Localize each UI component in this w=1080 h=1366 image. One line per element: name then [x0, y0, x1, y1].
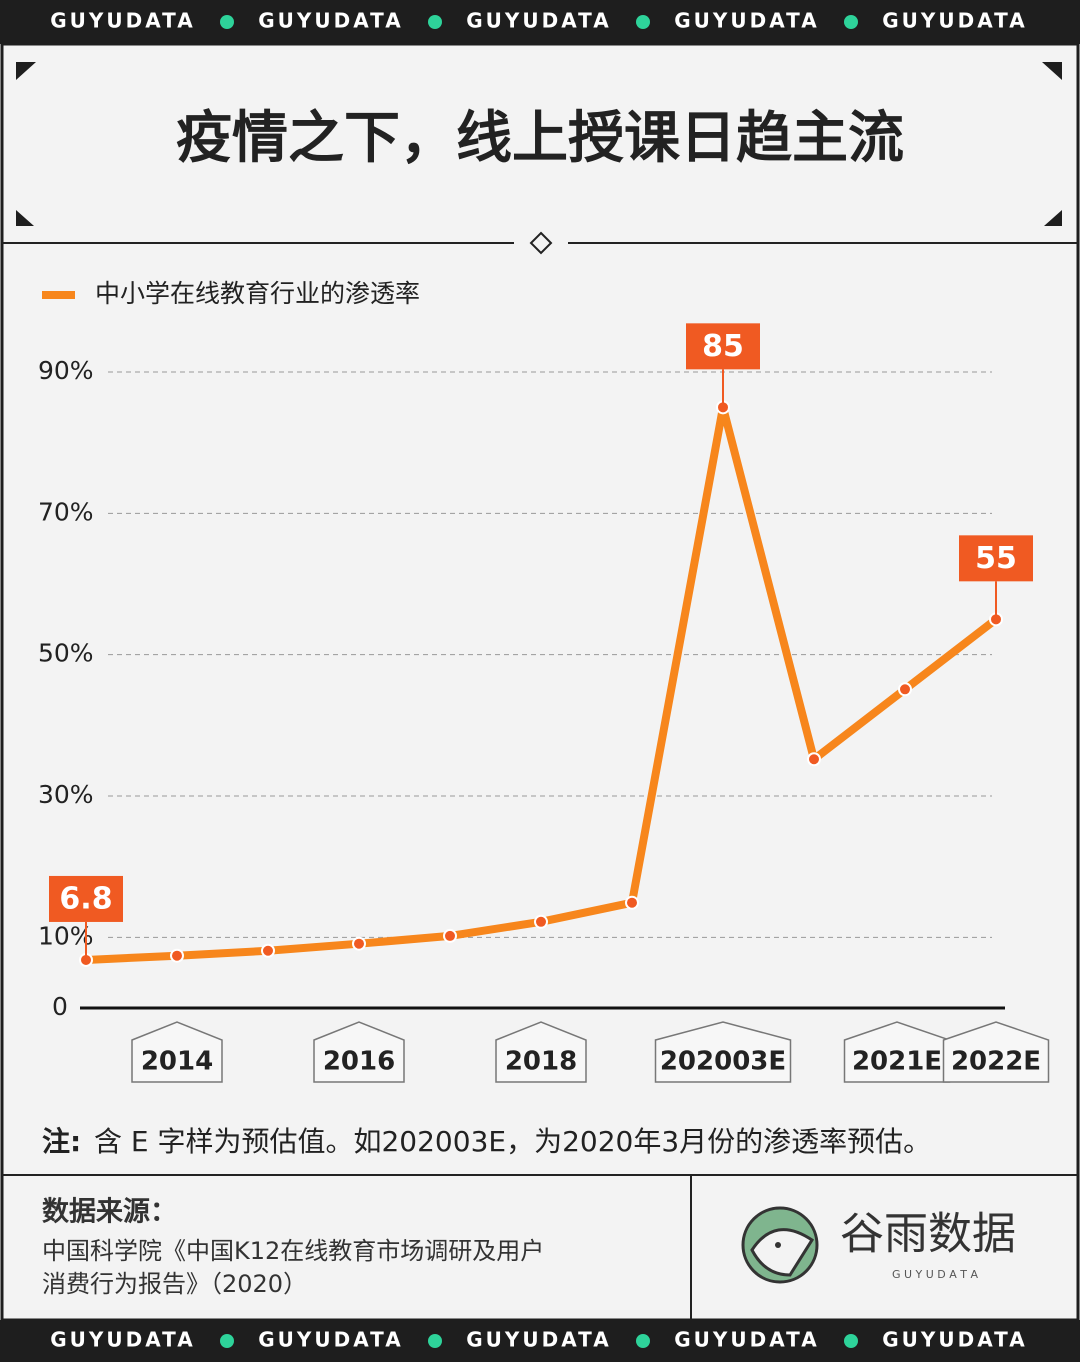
y-tick-label: 90%: [38, 356, 94, 385]
x-tick-label: 2018: [505, 1047, 577, 1077]
y-tick-label: 10%: [38, 921, 94, 950]
banner-text: GUYUDATA: [466, 1328, 611, 1352]
label-box: [686, 323, 760, 370]
x-tick-box: [654, 1021, 792, 1083]
point: [261, 943, 275, 958]
banner-text: GUYUDATA: [50, 1328, 195, 1352]
label-box: [49, 875, 123, 922]
point: [898, 682, 912, 697]
banner-dot: [844, 15, 858, 29]
banner-dot: [220, 15, 234, 29]
point: [352, 936, 366, 951]
banner-dot: [428, 1334, 442, 1348]
source-title: 数据来源：: [42, 1197, 177, 1228]
source-line: 消费行为报告》（2020）: [42, 1270, 307, 1298]
point: [807, 752, 821, 767]
legend-swatch: [42, 291, 75, 299]
banner-dot: [428, 15, 442, 29]
x-tick-label: 2016: [323, 1047, 395, 1077]
frame: [0, 42, 1080, 1322]
banner-dot: [636, 1334, 650, 1348]
y-tick-label: 0: [52, 992, 68, 1021]
point: [534, 914, 548, 929]
bottom-banner: [0, 1320, 1080, 1362]
banner-text: GUYUDATA: [258, 1328, 403, 1352]
x-tick-box: [131, 1021, 223, 1083]
banner-text: GUYUDATA: [674, 9, 819, 33]
x-tick-label: 202003E: [660, 1047, 786, 1077]
y-tick-label: 70%: [38, 497, 94, 526]
legend-label: 中小学在线教育行业的渗透率: [95, 279, 420, 308]
note-text: 含 E 字样为预估值。如202003E，为2020年3月份的渗透率预估。: [94, 1125, 931, 1158]
value-label: 6.8: [59, 881, 112, 916]
banner-text: GUYUDATA: [50, 9, 195, 33]
point: [443, 928, 457, 943]
x-tick-box: [942, 1021, 1050, 1083]
x-tick-box: [495, 1021, 587, 1083]
x-tick-label: 2021E: [852, 1047, 942, 1077]
point: [170, 948, 184, 963]
logo-icon: [741, 1206, 819, 1284]
banner-text: GUYUDATA: [258, 9, 403, 33]
banner-text: GUYUDATA: [466, 9, 611, 33]
value-label: 55: [975, 541, 1017, 576]
banner-text: GUYUDATA: [674, 1328, 819, 1352]
chart-title: 疫情之下，线上授课日趋主流: [176, 106, 904, 171]
x-tick-label: 2022E: [951, 1047, 1041, 1077]
x-tick-label: 2014: [141, 1047, 213, 1077]
banner-dot: [844, 1334, 858, 1348]
logo-sub: G U Y U D A T A: [892, 1268, 979, 1281]
corners: [16, 62, 1062, 226]
y-tick-label: 50%: [38, 639, 94, 668]
banner-text: GUYUDATA: [882, 9, 1027, 33]
note-label: 注:: [42, 1125, 81, 1158]
logo-name: 谷雨数据: [840, 1209, 1016, 1260]
point: [625, 895, 639, 910]
banner-dot: [636, 15, 650, 29]
banner-text: GUYUDATA: [882, 1328, 1027, 1352]
label-box: [959, 535, 1033, 582]
value-label: 85: [702, 329, 744, 364]
banner-dot: [220, 1334, 234, 1348]
divider-diamond: [529, 231, 553, 255]
x-tick-box: [313, 1021, 405, 1083]
y-tick-label: 30%: [38, 780, 94, 809]
top-banner: [0, 0, 1080, 44]
source-line: 中国科学院《中国K12在线教育市场调研及用户: [42, 1237, 544, 1265]
